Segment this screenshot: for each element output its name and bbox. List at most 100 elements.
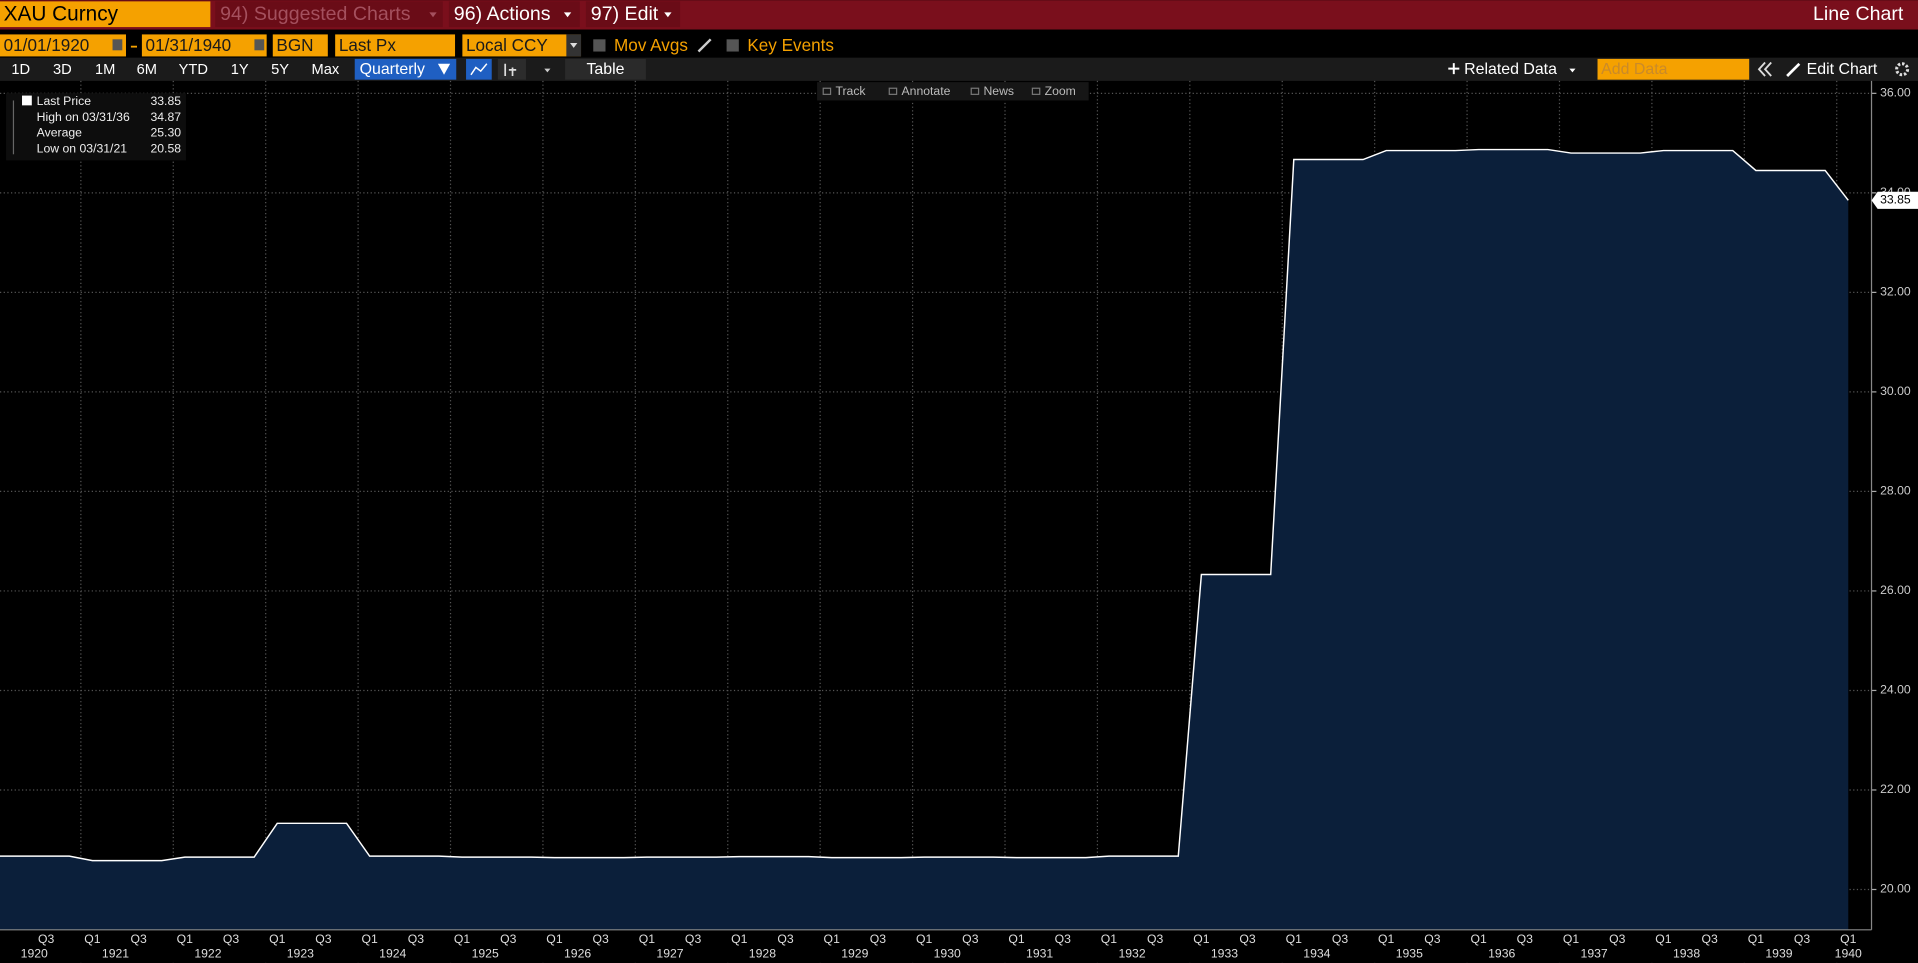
mov-avgs[interactable]: Mov Avgs (614, 36, 688, 55)
x-year-label: 1926 (564, 947, 591, 961)
y-tick-label: 26.00 (1880, 583, 1911, 597)
tool-icon (1031, 87, 1041, 95)
x-tick-label: Q3 (685, 932, 702, 946)
x-year-label: 1934 (1303, 947, 1330, 961)
x-tick-label: Q3 (1517, 932, 1534, 946)
x-tick-label: Q1 (1748, 932, 1765, 946)
period-button[interactable]: 5Y (271, 62, 289, 78)
dropdown-arrow (437, 63, 451, 75)
period-button[interactable]: Max (312, 62, 340, 78)
actions-menu[interactable]: 96) Actions (454, 3, 551, 25)
actions-box[interactable] (448, 1, 580, 28)
period-button[interactable]: YTD (179, 62, 208, 78)
period-button[interactable]: 6M (137, 62, 157, 78)
x-year-label: 1939 (1765, 947, 1792, 961)
bgn[interactable]: BGN (276, 36, 313, 55)
table-button-box[interactable] (565, 58, 646, 80)
field-box[interactable] (335, 34, 456, 57)
currency-box[interactable] (462, 34, 582, 57)
field[interactable]: Last Px (339, 36, 397, 55)
x-tick-label: Q1 (361, 932, 378, 946)
mov-avgs-checkbox[interactable] (593, 39, 606, 52)
x-tick-label: Q3 (500, 932, 517, 946)
x-tick-label: Q3 (408, 932, 425, 946)
ticker-box[interactable] (0, 1, 211, 28)
edit-chart[interactable]: Edit Chart (1807, 61, 1878, 78)
add-data[interactable]: Add Data (1601, 61, 1667, 78)
ticker[interactable]: XAU Curncy (4, 2, 119, 25)
x-year-label: 1923 (287, 947, 314, 961)
frequency[interactable]: Quarterly (360, 61, 425, 78)
x-tick-label: Q3 (1332, 932, 1349, 946)
period-button[interactable]: 1M (95, 62, 115, 78)
x-tick-label: Q1 (916, 932, 933, 946)
settings-icon[interactable] (1895, 62, 1910, 77)
end-date-box[interactable] (141, 34, 267, 57)
y-tick-label: 24.00 (1880, 683, 1911, 697)
y-tick-label: 22.00 (1880, 782, 1911, 796)
tool-icon (822, 87, 832, 95)
x-tick-label: Q1 (1193, 932, 1210, 946)
x-tick-label: Q1 (1563, 932, 1580, 946)
x-tick-label: Q3 (777, 932, 794, 946)
x-tick-label: Q1 (731, 932, 748, 946)
key-events[interactable]: Key Events (747, 36, 834, 55)
last-price-label: 33.85 (1880, 193, 1911, 207)
bgn-box[interactable] (272, 34, 328, 57)
chart-tool[interactable]: Annotate (902, 84, 951, 98)
x-year-label: 1933 (1211, 947, 1238, 961)
last-price-tag (1871, 191, 1918, 209)
x-tick-label: Q3 (130, 932, 147, 946)
x-tick-label: Q1 (1655, 932, 1672, 946)
chart-tool[interactable]: Track (835, 84, 866, 98)
period-button[interactable]: 3D (53, 62, 72, 78)
x-tick-label: Q1 (1840, 932, 1857, 946)
x-year-label: 1920 (21, 947, 48, 961)
chart-tool[interactable]: Zoom (1045, 84, 1076, 98)
edit-menu[interactable]: 97) Edit (591, 3, 659, 25)
x-year-label: 1936 (1488, 947, 1515, 961)
dropdown-arrow (570, 42, 578, 48)
dropdown-arrow (429, 12, 437, 18)
start-date[interactable]: 01/01/1920 (4, 36, 90, 55)
x-tick-label: Q3 (1609, 932, 1626, 946)
table-button[interactable]: Table (586, 61, 624, 78)
dropdown-arrow (544, 68, 551, 73)
x-year-label: 1935 (1396, 947, 1423, 961)
x-tick-label: Q1 (1378, 932, 1395, 946)
period-button[interactable]: 1Y (231, 62, 249, 78)
start-date-box[interactable] (0, 34, 126, 57)
key-events-checkbox[interactable] (726, 39, 739, 52)
legend-label: High on 03/31/36 (37, 110, 130, 124)
calendar-icon (112, 39, 123, 51)
x-year-label: 1924 (379, 947, 406, 961)
suggested-charts[interactable]: 94) Suggested Charts (220, 3, 411, 25)
x-year-label: 1921 (102, 947, 129, 961)
period-button[interactable]: 1D (11, 62, 30, 78)
chart-tool[interactable]: News (983, 84, 1014, 98)
pencil-icon (697, 38, 712, 53)
suggested-box[interactable] (215, 1, 443, 28)
x-year-label: 1925 (472, 947, 499, 961)
currency[interactable]: Local CCY (466, 36, 548, 55)
x-tick-label: Q1 (84, 932, 101, 946)
end-date[interactable]: 01/31/1940 (146, 36, 232, 55)
x-tick-label: Q3 (870, 932, 887, 946)
frequency-box[interactable] (354, 58, 457, 80)
y-tick-label: 30.00 (1880, 384, 1911, 398)
y-tick-label: 36.00 (1880, 86, 1911, 100)
x-tick-label: Q1 (1470, 932, 1487, 946)
legend-label: Average (37, 126, 82, 140)
x-tick-label: Q3 (962, 932, 979, 946)
edit-box[interactable] (585, 1, 681, 28)
related-data[interactable]: Related Data (1464, 61, 1557, 78)
price-line (0, 148, 1849, 862)
legend-label: Last Price (37, 94, 92, 108)
x-tick-label: Q3 (1794, 932, 1811, 946)
collapse-icon (1757, 61, 1772, 77)
x-tick-label: Q3 (1239, 932, 1256, 946)
legend-label: Low on 03/31/21 (37, 142, 128, 156)
add-data-box[interactable] (1597, 58, 1750, 80)
x-year-label: 1932 (1118, 947, 1145, 961)
x-tick-label: Q3 (1147, 932, 1164, 946)
